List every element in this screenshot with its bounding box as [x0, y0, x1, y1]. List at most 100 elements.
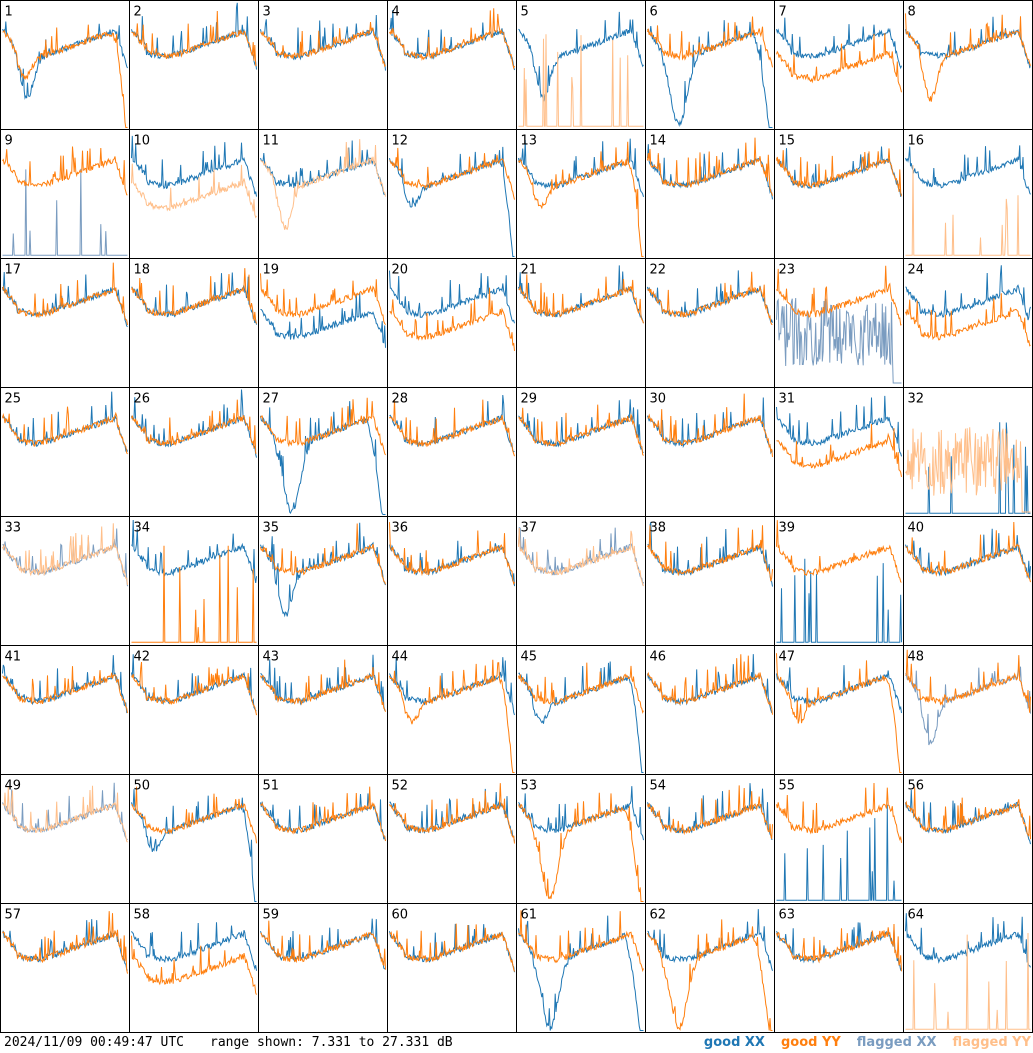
- tile-7: 7: [774, 0, 904, 130]
- series-yy-line: [647, 16, 773, 68]
- tile-frame: [774, 0, 904, 130]
- legend-item-flagged-xx: flagged XX: [856, 1035, 937, 1050]
- tile-16: 16: [903, 129, 1033, 259]
- series-yy-line: [131, 545, 257, 643]
- tile-27: 27: [258, 387, 388, 517]
- tile-frame: [516, 774, 646, 904]
- tile-frame: [645, 645, 775, 775]
- tile-number: 44: [392, 650, 409, 665]
- tile-52: 52: [387, 774, 517, 904]
- tile-number: 16: [908, 134, 925, 149]
- series-xx-line: [131, 922, 257, 971]
- tile-frame: [516, 387, 646, 517]
- tile-40: 40: [903, 516, 1033, 646]
- tile-number: 28: [392, 392, 409, 407]
- tile-51: 51: [258, 774, 388, 904]
- series-yy-line: [647, 654, 773, 715]
- tile-number: 39: [779, 521, 796, 536]
- series-yy-line: [131, 399, 257, 454]
- tile-4: 4: [387, 0, 517, 130]
- tile-number: 54: [650, 779, 667, 794]
- series-xx-line: [776, 558, 902, 643]
- tile-number: 35: [263, 521, 280, 536]
- tile-35: 35: [258, 516, 388, 646]
- tile-number: 53: [521, 779, 538, 794]
- series-yy-line: [905, 165, 1031, 256]
- tile-number: 7: [779, 5, 787, 20]
- series-yy-line: [518, 141, 644, 257]
- tile-number: 15: [779, 134, 796, 149]
- tile-number: 1: [5, 5, 13, 20]
- tile-15: 15: [774, 129, 904, 259]
- tile-frame: [258, 645, 388, 775]
- tile-frame: [258, 129, 388, 259]
- tile-number: 61: [521, 908, 538, 923]
- tile-9: 9: [0, 129, 130, 259]
- tile-frame: [516, 258, 646, 388]
- series-xx-line: [389, 394, 515, 453]
- tile-frame: [129, 903, 259, 1033]
- tile-frame: [0, 774, 130, 904]
- series-yy-line: [2, 24, 128, 128]
- tile-frame: [387, 387, 517, 517]
- tile-25: 25: [0, 387, 130, 517]
- series-yy-line: [776, 148, 902, 197]
- tile-number: 29: [521, 392, 538, 407]
- tile-frame: [258, 516, 388, 646]
- tile-frame: [645, 387, 775, 517]
- tile-number: 49: [5, 779, 22, 794]
- tile-number: 33: [5, 521, 22, 536]
- tile-number: 2: [134, 5, 142, 20]
- tile-frame: [0, 258, 130, 388]
- tile-number: 14: [650, 134, 667, 149]
- tile-frame: [0, 645, 130, 775]
- series-yy-line: [2, 146, 128, 196]
- series-yy-line: [647, 137, 773, 196]
- series-yy-line: [2, 911, 128, 974]
- series-yy-line: [776, 265, 902, 326]
- tile-number: 27: [263, 392, 280, 407]
- tile-2: 2: [129, 0, 259, 130]
- series-yy-line: [260, 397, 386, 456]
- series-yy-line: [776, 520, 902, 583]
- series-xx-line: [2, 168, 128, 256]
- series-yy-line: [2, 666, 128, 714]
- series-yy-line: [647, 271, 773, 325]
- series-xx-line: [776, 922, 902, 971]
- series-yy-line: [131, 661, 257, 716]
- series-yy-line: [647, 785, 773, 840]
- tile-frame: [387, 774, 517, 904]
- tile-33: 33: [0, 516, 130, 646]
- tile-number: 50: [134, 779, 151, 794]
- tile-number: 13: [521, 134, 538, 149]
- series-yy-line: [2, 785, 128, 843]
- tile-number: 63: [779, 908, 796, 923]
- series-yy-line: [389, 399, 515, 457]
- tile-number: 6: [650, 5, 658, 20]
- tile-frame: [516, 129, 646, 259]
- tile-frame: [516, 903, 646, 1033]
- series-yy-line: [905, 787, 1031, 840]
- tile-19: 19: [258, 258, 388, 388]
- tile-number: 23: [779, 263, 796, 278]
- tile-number: 32: [908, 392, 925, 407]
- series-xx-line: [776, 297, 902, 384]
- tile-number: 48: [908, 650, 925, 665]
- tile-1: 1: [0, 0, 130, 130]
- series-yy-line: [389, 522, 515, 586]
- tile-frame: [387, 645, 517, 775]
- series-xx-line: [260, 292, 386, 348]
- tile-number: 4: [392, 5, 400, 20]
- tile-number: 5: [521, 5, 529, 20]
- series-yy-line: [260, 21, 386, 68]
- series-yy-line: [131, 268, 257, 324]
- tile-number: 36: [392, 521, 409, 536]
- tile-54: 54: [645, 774, 775, 904]
- series-xx-line: [2, 271, 128, 328]
- tile-number: 59: [263, 908, 280, 923]
- tile-number: 62: [650, 908, 667, 923]
- tile-frame: [516, 516, 646, 646]
- tile-43: 43: [258, 645, 388, 775]
- series-yy-line: [776, 33, 902, 93]
- series-yy-line: [260, 139, 386, 231]
